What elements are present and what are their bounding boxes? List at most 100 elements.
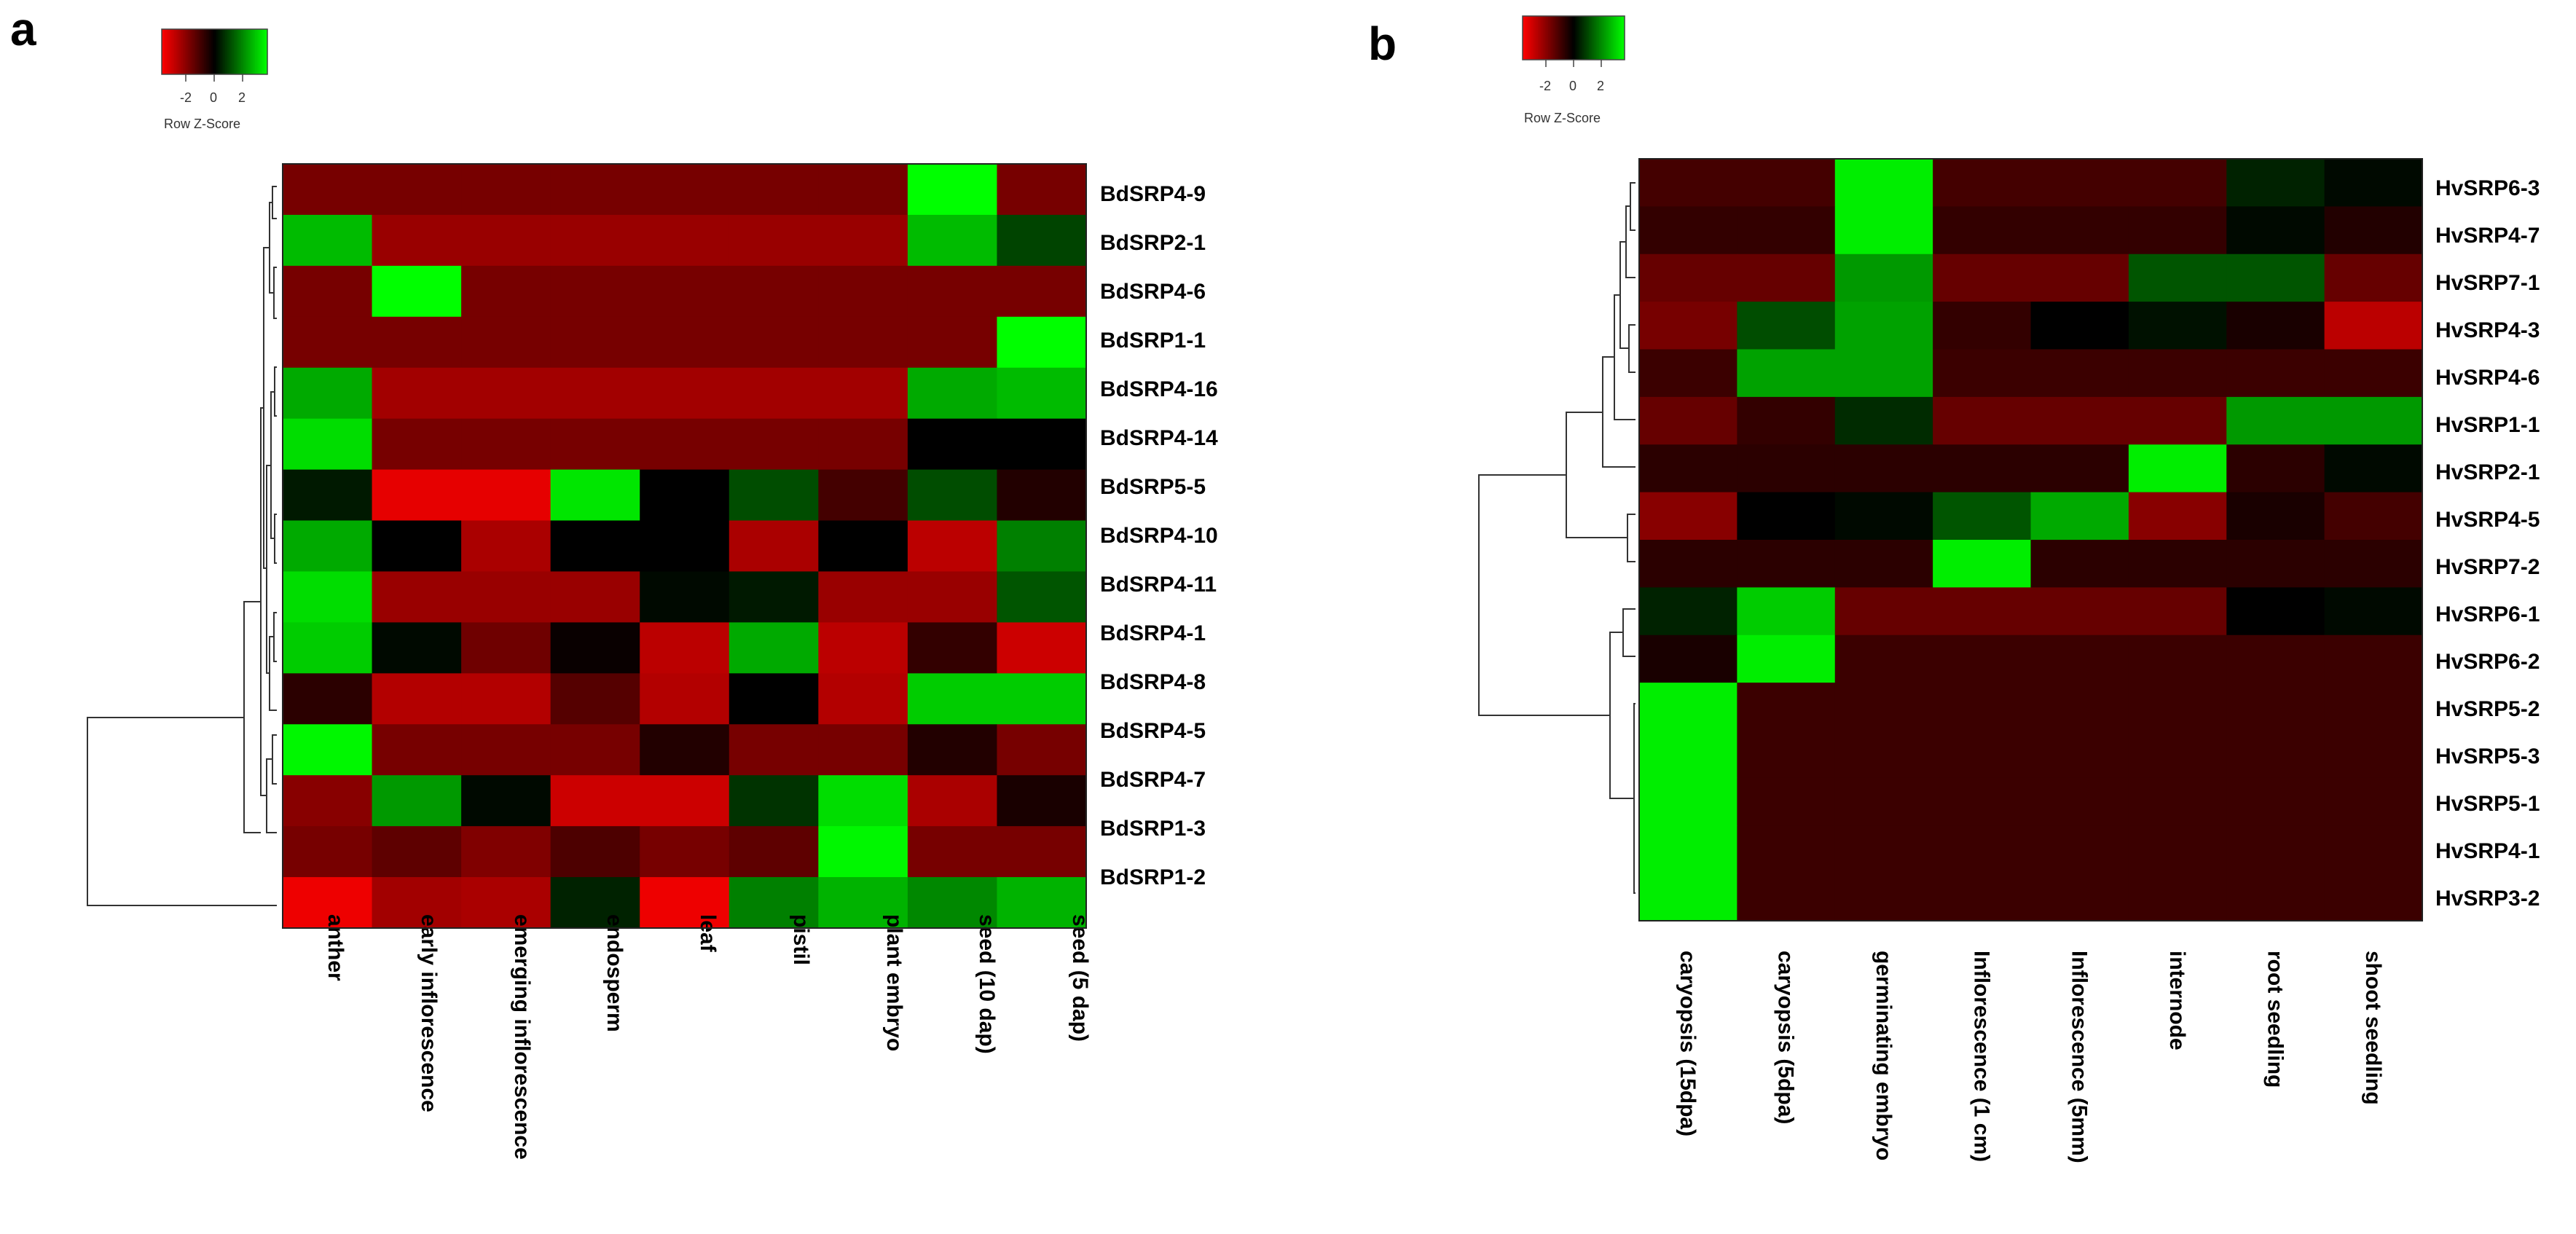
column-label: shoot seedling (2361, 951, 2385, 1105)
color-key-segment (1619, 16, 1622, 60)
heatmap-cell (461, 367, 551, 420)
color-key-segment (1546, 16, 1549, 60)
color-key-segment (228, 29, 231, 74)
color-key-segment (209, 29, 212, 74)
heatmap-cell (1737, 254, 1836, 302)
heatmap-cell (729, 571, 819, 623)
color-key-segment (181, 29, 184, 74)
heatmap-cell (2226, 730, 2325, 779)
heatmap-cell (1834, 159, 1933, 207)
heatmap-cell (2226, 206, 2325, 255)
color-key-segment (1548, 16, 1550, 60)
color-key-segment (1594, 16, 1596, 60)
heatmap-cell (2226, 683, 2325, 731)
heatmap-cell (1737, 492, 1836, 541)
heatmap-cell (461, 571, 551, 623)
color-key-segment (253, 29, 256, 74)
heatmap-cell (729, 724, 819, 776)
heatmap-cell (1834, 254, 1933, 302)
color-key-segment (240, 29, 243, 74)
panel-b-column-labels: caryopsis (15dpa) caryopsis (5dpa) germi… (1676, 951, 2385, 1163)
panel-b: b -2 0 2 Row Z-Score HvSRP6-3 HvSRP4-7 H… (1368, 15, 2540, 1163)
color-key-segment (235, 29, 238, 74)
row-label: BdSRP4-1 (1100, 621, 1206, 645)
color-key-segment (183, 29, 186, 74)
color-key-segment (205, 29, 208, 74)
color-key-segment (162, 29, 165, 74)
heatmap-cell (2324, 349, 2423, 398)
heatmap-cell (2128, 349, 2227, 398)
heatmap-cell (1737, 777, 1836, 826)
heatmap-cell (907, 673, 997, 725)
row-label: HvSRP3-2 (2435, 887, 2540, 911)
color-key-segment (1592, 16, 1595, 60)
heatmap-cell (461, 214, 551, 267)
heatmap-cell (283, 469, 373, 522)
color-key-segment (1574, 16, 1576, 60)
color-key-segment (211, 29, 213, 74)
heatmap-cell (1737, 540, 1836, 588)
color-key-segment (1566, 16, 1569, 60)
heatmap-cell (2030, 825, 2129, 874)
panel-a-letter: a (10, 3, 36, 55)
heatmap-cell (640, 571, 730, 623)
heatmap-cell (461, 724, 551, 776)
color-key-segment (1580, 16, 1583, 60)
heatmap-cell (2128, 873, 2227, 921)
color-key-segment (1621, 16, 1624, 60)
color-key-segment (234, 29, 237, 74)
heatmap-cell (1834, 634, 1933, 683)
color-key-segment (232, 29, 235, 74)
column-label: early inflorescence (417, 914, 441, 1112)
heatmap-cell (2226, 349, 2325, 398)
heatmap-cell (907, 316, 997, 369)
color-key-segment (179, 29, 182, 74)
heatmap-cell (1639, 492, 1737, 541)
column-label: endosperm (602, 914, 627, 1032)
panel-b-color-key: -2 0 2 Row Z-Score (1522, 15, 1625, 125)
color-key-segment (216, 29, 219, 74)
heatmap-cell (729, 877, 819, 929)
column-label: root seedling (2263, 951, 2287, 1088)
heatmap-cell (2030, 777, 2129, 826)
color-key-segment (172, 29, 175, 74)
color-key-segment (1614, 16, 1617, 60)
panel-b-heatmap-frame (1638, 158, 2423, 921)
heatmap-cell (818, 520, 908, 572)
heatmap-cell (1834, 683, 1933, 731)
color-key-segment (1560, 16, 1563, 60)
row-label: BdSRP4-8 (1100, 670, 1206, 694)
heatmap-cell (1737, 683, 1836, 731)
color-key-segment (1611, 16, 1614, 60)
heatmap-cell (372, 469, 462, 522)
heatmap-cell (1639, 206, 1737, 255)
panel-a-heatmap-cells (283, 164, 1087, 929)
heatmap-cell (2226, 302, 2325, 350)
row-label: BdSRP4-7 (1100, 768, 1206, 792)
heatmap-cell (2030, 302, 2129, 350)
color-key-segment (239, 29, 242, 74)
heatmap-cell (461, 418, 551, 471)
color-key-title: Row Z-Score (164, 117, 240, 131)
heatmap-cell (640, 214, 730, 267)
heatmap-cell (372, 316, 462, 369)
heatmap-cell (2128, 634, 2227, 683)
heatmap-cell (2324, 492, 2423, 541)
color-key-segment (198, 29, 201, 74)
heatmap-cell (997, 469, 1087, 522)
heatmap-cell (729, 265, 819, 318)
heatmap-cell (729, 367, 819, 420)
color-key-segment (202, 29, 205, 74)
color-key-segment (214, 29, 217, 74)
heatmap-cell (283, 520, 373, 572)
color-key-segment (1582, 16, 1585, 60)
heatmap-cell (1933, 302, 2031, 350)
heatmap-cell (372, 775, 462, 827)
panel-b-letter: b (1368, 17, 1397, 70)
heatmap-cell (1933, 587, 2031, 636)
heatmap-cell (1737, 206, 1836, 255)
heatmap-cell (2324, 159, 2423, 207)
heatmap-cell (818, 164, 908, 216)
color-key-segment (1534, 16, 1537, 60)
heatmap-cell (1834, 777, 1933, 826)
